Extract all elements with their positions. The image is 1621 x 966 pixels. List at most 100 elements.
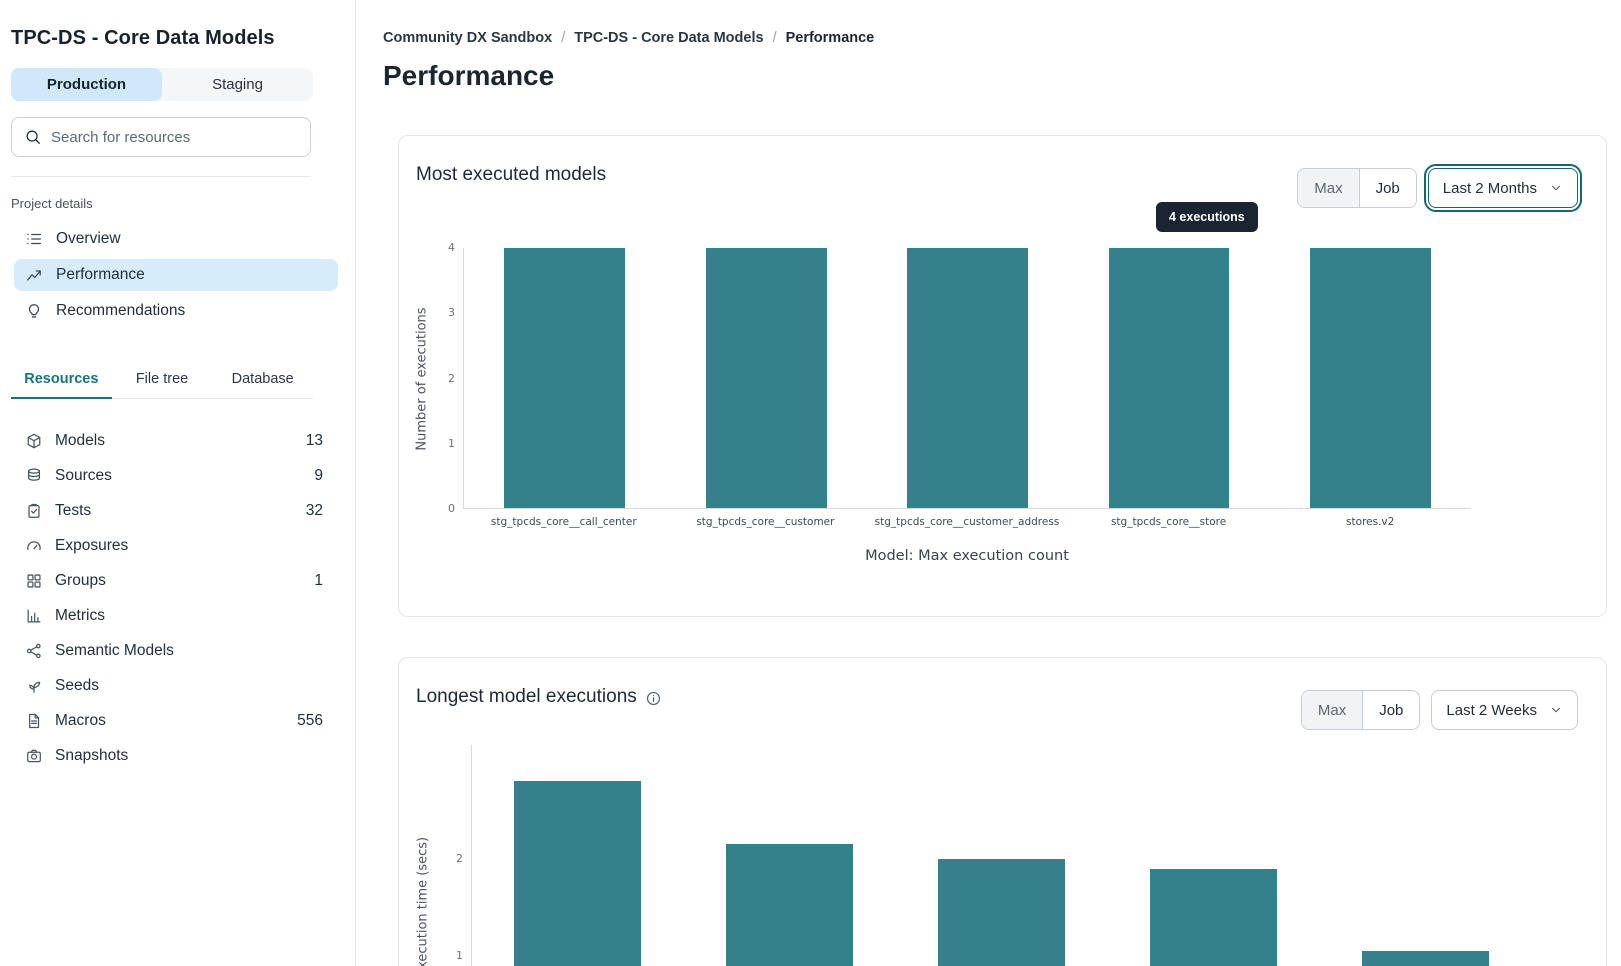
breadcrumb-item[interactable]: Community DX Sandbox [383,30,553,46]
bar-slot [1107,745,1319,966]
x-tick-label: stores.v2 [1346,516,1395,528]
y-tick-label: 1 [456,949,463,962]
bar-slot [1319,745,1531,966]
bar-slot [896,745,1108,966]
resource-row-snapshots[interactable]: Snapshots [11,738,323,773]
bar-2[interactable] [726,844,854,966]
plot-area [463,248,1471,509]
sidebar-item-recommendations[interactable]: Recommendations [14,295,338,327]
resource-row-seeds[interactable]: Seeds [11,668,323,703]
env-production-button[interactable]: Production [11,68,162,101]
resource-label: Groups [55,571,106,589]
resource-label: Sources [55,466,112,484]
resource-row-semantic-models[interactable]: Semantic Models [11,633,323,668]
card-longest-model-executions: Longest model executions Max Job Last 2 … [398,657,1607,966]
network-icon [25,642,43,660]
chart-tooltip: 4 executions [1156,202,1258,232]
chart1-date-range-value: Last 2 Months [1442,179,1537,197]
tab-database[interactable]: Database [231,371,294,387]
resource-label: Exposures [55,536,129,554]
environment-toggle: Production Staging [11,68,313,101]
chart2-date-range-value: Last 2 Weeks [1446,701,1537,719]
resource-count: 1 [314,571,323,589]
sidebar-item-label: Overview [56,230,121,247]
tab-resources[interactable]: Resources [11,363,112,399]
bar-stg_tpcds_core__call_center[interactable] [504,248,626,508]
x-tick-label: stg_tpcds_core__store [1110,516,1227,528]
bar-stores.v2[interactable] [1309,248,1431,508]
bar-slot [1270,248,1471,508]
project-nav: Overview Performance Recommendations [11,223,341,327]
bar-1[interactable] [514,781,642,966]
chart2-job-button[interactable]: Job [1363,691,1420,729]
bar-5[interactable] [1361,951,1489,966]
camera-icon [25,747,43,765]
x-tick-label: stg_tpcds_core__customer [696,516,835,528]
env-staging-button[interactable]: Staging [162,68,313,101]
resource-count: 9 [314,466,323,484]
seedling-icon [25,677,43,695]
chart1-job-button[interactable]: Job [1359,169,1416,207]
resource-label: Metrics [55,606,105,624]
chart1-title-text: Most executed models [416,164,607,185]
trend-icon [25,266,43,284]
bar-slot [867,248,1068,508]
resource-label: Seeds [55,676,99,694]
bar-3[interactable] [937,859,1066,966]
grid-icon [25,572,43,590]
resource-count: 556 [297,711,323,729]
database-icon [25,467,43,485]
list-icon [25,230,43,248]
file-icon [25,712,43,730]
info-icon[interactable] [645,690,662,707]
bar-slot [472,745,684,966]
sidebar-item-overview[interactable]: Overview [14,223,338,255]
resource-row-groups[interactable]: Groups 1 [11,563,323,598]
bar-stg_tpcds_core__store[interactable] [1108,248,1230,508]
resource-row-metrics[interactable]: Metrics [11,598,323,633]
resource-row-sources[interactable]: Sources 9 [11,458,323,493]
x-tick-labels: stg_tpcds_core__call_center stg_tpcds_cor… [463,516,1471,528]
chart1-title: Most executed models [416,164,606,186]
page-title: Performance [383,60,555,91]
y-tick-label: 2 [456,852,463,865]
chart1-max-button[interactable]: Max [1298,169,1360,207]
resource-label: Macros [55,711,106,729]
sidebar-item-performance[interactable]: Performance [14,259,338,291]
main-content: Community DX Sandbox / TPC-DS - Core Data … [356,0,1621,966]
tab-file-tree[interactable]: File tree [135,371,189,387]
sidebar: TPC-DS - Core Data Models Production Sta… [0,0,356,966]
resource-row-tests[interactable]: Tests 32 [11,493,323,528]
breadcrumb-item[interactable]: TPC-DS - Core Data Models [574,30,764,46]
gauge-icon [25,537,43,555]
chart1-date-range-dropdown[interactable]: Last 2 Months [1423,164,1583,212]
chart2-date-range-dropdown[interactable]: Last 2 Weeks [1431,690,1578,730]
cube-icon [25,432,43,450]
resource-count: 13 [305,431,323,449]
chart2-title: Longest model executions [416,686,662,708]
bar-stg_tpcds_core__customer[interactable] [705,248,827,508]
resource-list: Models 13 Sources 9 Tests 32 Exposures Groups 1 M… [11,423,341,773]
search-box[interactable] [11,117,311,157]
chevron-down-icon [1549,181,1563,195]
search-icon [24,128,42,146]
x-axis-title: Model: Max execution count [865,548,1069,564]
lightbulb-icon [25,302,43,320]
search-input[interactable] [51,128,298,146]
resource-row-exposures[interactable]: Exposures [11,528,323,563]
chart2-max-job-toggle: Max Job [1300,690,1421,730]
chart2-max-button[interactable]: Max [1301,691,1364,729]
bar-slot [665,248,866,508]
resource-row-macros[interactable]: Macros 556 [11,703,323,738]
y-tick-label: 1 [448,436,455,450]
resource-row-models[interactable]: Models 13 [11,423,323,458]
resource-label: Models [55,431,105,449]
bar-4[interactable] [1149,868,1277,966]
bar-stg_tpcds_core__customer_address[interactable] [907,248,1028,508]
sidebar-item-label: Recommendations [56,302,186,319]
chevron-down-icon [1549,703,1563,717]
chart2-controls: Max Job Last 2 Weeks [1300,690,1578,730]
resource-label: Tests [55,501,92,519]
bar-slot [684,745,896,966]
resource-label: Semantic Models [55,641,174,659]
